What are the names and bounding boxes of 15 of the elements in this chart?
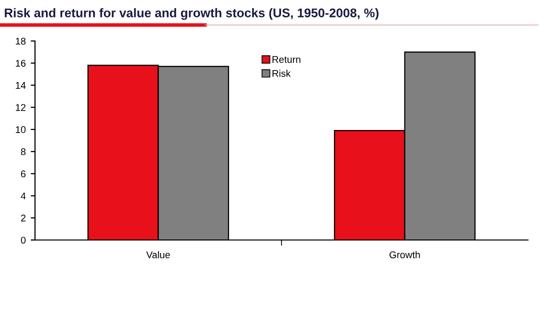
y-tick-label: 4 [20,192,26,200]
legend-label: Risk [272,70,291,77]
y-tick-label: 12 [16,104,26,111]
y-tick-label: 0 [20,236,26,244]
chart-title: Risk and return for value and growth stocks (US, 1950-2008, %) [4,8,378,20]
x-tick-label: Value [146,251,170,258]
y-tick-label: 16 [16,60,26,67]
legend-label: Return [272,56,300,63]
y-tick-label: 10 [16,126,26,134]
y-tick-label: 8 [20,148,26,156]
y-tick-label: 6 [21,170,26,178]
x-tick-label: Growth [390,251,420,258]
y-tick-label: 18 [16,38,26,45]
y-tick-label: 14 [16,82,26,89]
y-tick-label: 2 [21,214,26,222]
